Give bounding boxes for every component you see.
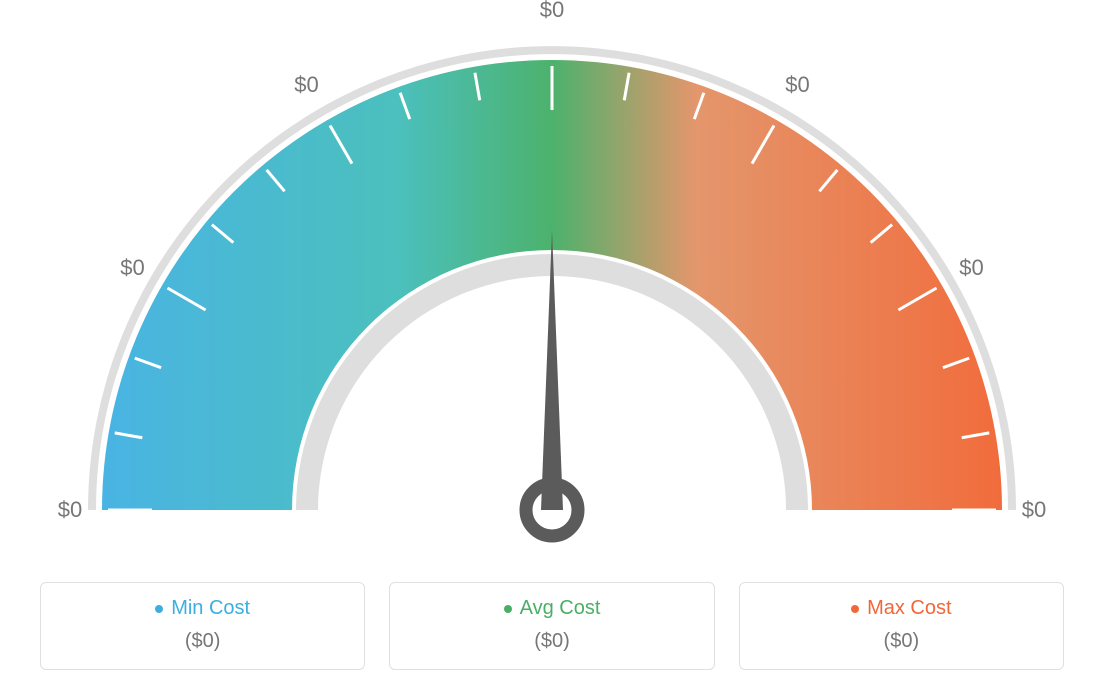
gauge-tick-label: $0 bbox=[120, 255, 144, 281]
legend-row: Min Cost ($0) Avg Cost ($0) Max Cost ($0… bbox=[0, 582, 1104, 670]
gauge-tick-label: $0 bbox=[58, 497, 82, 523]
legend-card-min: Min Cost ($0) bbox=[40, 582, 365, 670]
legend-dot-max bbox=[851, 605, 859, 613]
gauge-tick-label: $0 bbox=[785, 72, 809, 98]
legend-value-min: ($0) bbox=[61, 630, 344, 653]
cost-gauge: $0 $0 $0 $0 $0 $0 $0 bbox=[0, 0, 1104, 570]
legend-label-max: Max Cost bbox=[867, 597, 951, 620]
legend-label-min: Min Cost bbox=[171, 597, 250, 620]
gauge-tick-label: $0 bbox=[959, 255, 983, 281]
gauge-tick-label: $0 bbox=[540, 0, 564, 23]
gauge-tick-label: $0 bbox=[294, 72, 318, 98]
legend-label-avg: Avg Cost bbox=[520, 597, 601, 620]
legend-value-max: ($0) bbox=[760, 630, 1043, 653]
legend-card-max: Max Cost ($0) bbox=[739, 582, 1064, 670]
legend-dot-avg bbox=[504, 605, 512, 613]
legend-dot-min bbox=[155, 605, 163, 613]
gauge-tick-label: $0 bbox=[1022, 497, 1046, 523]
legend-card-avg: Avg Cost ($0) bbox=[389, 582, 714, 670]
gauge-svg bbox=[0, 0, 1104, 570]
legend-value-avg: ($0) bbox=[410, 630, 693, 653]
